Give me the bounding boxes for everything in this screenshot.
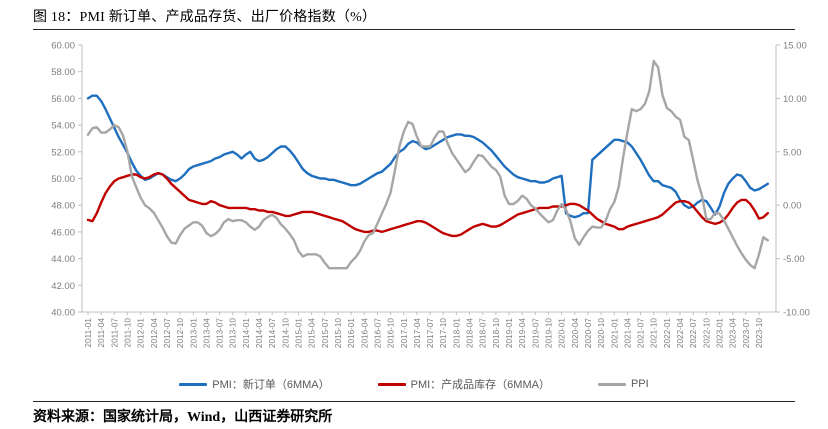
x-tick-label: 2014-07 [268, 318, 277, 348]
x-tick-label: 2019-04 [518, 318, 527, 348]
figure-title: 图 18：PMI 新订单、产成品存货、出厂价格指数（%） [33, 10, 377, 25]
x-tick-label: 2016-10 [387, 318, 396, 348]
x-tick-label: 2014-04 [255, 318, 264, 348]
x-tick-label: 2011-01 [84, 318, 93, 348]
x-tick-label: 2017-10 [439, 318, 448, 348]
x-tick-label: 2012-10 [176, 318, 185, 348]
x-tick-label: 2013-10 [229, 318, 238, 348]
x-tick-label: 2021-01 [610, 318, 619, 348]
legend-swatch-new-orders [179, 382, 208, 386]
x-tick-label: 2018-01 [452, 318, 461, 348]
left-tick-label: 52.00 [51, 147, 75, 158]
legend-item-new-orders: PMI：新订单（6MMA） [179, 376, 330, 392]
x-tick-label: 2017-07 [426, 318, 435, 348]
x-tick-label: 2016-04 [360, 318, 369, 348]
x-tick-label: 2022-10 [702, 318, 711, 348]
legend-label-ppi: PPI [630, 378, 649, 390]
x-tick-label: 2021-04 [623, 318, 632, 348]
legend-swatch-ppi [597, 382, 626, 386]
x-tick-label: 2020-10 [597, 318, 606, 348]
x-tick-label: 2021-10 [650, 318, 659, 348]
x-tick-label: 2015-01 [295, 318, 304, 348]
x-tick-label: 2016-07 [373, 318, 382, 348]
left-tick-label: 42.00 [51, 281, 75, 292]
x-tick-label: 2022-07 [689, 318, 698, 348]
x-tick-label: 2018-04 [466, 318, 475, 348]
x-tick-label: 2023-10 [755, 318, 764, 348]
x-tick-label: 2012-07 [163, 318, 172, 348]
pmi-ppi-line-chart: 60.00 58.00 56.00 54.00 52.00 50.00 48.00 46.00… [51, 41, 810, 349]
chart-legend: PMI：新订单（6MMA） PMI：产成品库存（6MMA） PPI [0, 376, 828, 392]
legend-item-inventory: PMI：产成品库存（6MMA） [377, 376, 550, 392]
x-tick-label: 2012-01 [137, 318, 146, 348]
x-tick-label: 2019-10 [544, 318, 553, 348]
x-tick-label: 2020-01 [558, 318, 567, 348]
x-tick-label: 2022-01 [663, 318, 672, 348]
source-note: 资料来源：国家统计局，Wind，山西证券研究所 [33, 410, 333, 425]
x-tick-label: 2011-10 [123, 318, 132, 348]
left-tick-label: 60.00 [51, 41, 75, 52]
right-tick-label: -10.00 [783, 308, 810, 319]
left-tick-label: 50.00 [51, 174, 75, 185]
title-divider [33, 29, 795, 30]
x-tick-label: 2015-07 [321, 318, 330, 348]
x-tick-label: 2015-10 [334, 318, 343, 348]
legend-label-new-orders: PMI：新订单（6MMA） [212, 379, 330, 391]
x-tick-label: 2022-04 [676, 318, 685, 348]
left-tick-label: 40.00 [51, 308, 75, 319]
x-tick-label: 2023-01 [716, 318, 725, 348]
x-tick-label: 2019-01 [505, 318, 514, 348]
series-line-ppi [86, 59, 769, 270]
x-tick-label: 2013-07 [216, 318, 225, 348]
x-tick-label: 2020-07 [584, 318, 593, 348]
left-tick-label: 58.00 [51, 67, 75, 78]
x-tick-label: 2017-01 [400, 318, 409, 348]
legend-item-ppi: PPI [597, 378, 649, 390]
legend-swatch-inventory [377, 382, 406, 386]
x-tick-label: 2016-01 [347, 318, 356, 348]
x-tick-label: 2021-07 [637, 318, 646, 348]
right-tick-label: 10.00 [783, 94, 807, 105]
series-line-new-orders [86, 94, 769, 219]
footer-divider [33, 401, 795, 402]
left-tick-label: 56.00 [51, 94, 75, 105]
left-tick-label: 54.00 [51, 121, 75, 132]
x-tick-label: 2012-04 [150, 318, 159, 348]
series-line-inventory [86, 171, 769, 238]
x-tick-label: 2017-04 [413, 318, 422, 348]
x-tick-label: 2011-04 [97, 318, 106, 348]
x-tick-label: 2018-10 [492, 318, 501, 348]
right-tick-label: 15.00 [783, 41, 807, 52]
left-tick-label: 46.00 [51, 227, 75, 238]
x-tick-label: 2013-04 [202, 318, 211, 348]
x-tick-label: 2013-01 [189, 318, 198, 348]
left-tick-label: 44.00 [51, 254, 75, 265]
legend-label-inventory: PMI：产成品库存（6MMA） [410, 379, 550, 391]
x-tick-label: 2011-07 [110, 318, 119, 348]
x-tick-label: 2015-04 [308, 318, 317, 348]
right-tick-label: -5.00 [783, 254, 805, 265]
left-tick-label: 48.00 [51, 201, 75, 212]
right-tick-label: 5.00 [783, 147, 802, 158]
x-tick-label: 2023-04 [729, 318, 738, 348]
x-tick-label: 2018-07 [479, 318, 488, 348]
x-tick-label: 2014-10 [281, 318, 290, 348]
x-tick-label: 2023-07 [742, 318, 751, 348]
x-tick-label: 2020-04 [571, 318, 580, 348]
x-tick-label: 2014-01 [242, 318, 251, 348]
x-tick-label: 2019-07 [531, 318, 540, 348]
right-tick-label: 0.00 [783, 201, 802, 212]
